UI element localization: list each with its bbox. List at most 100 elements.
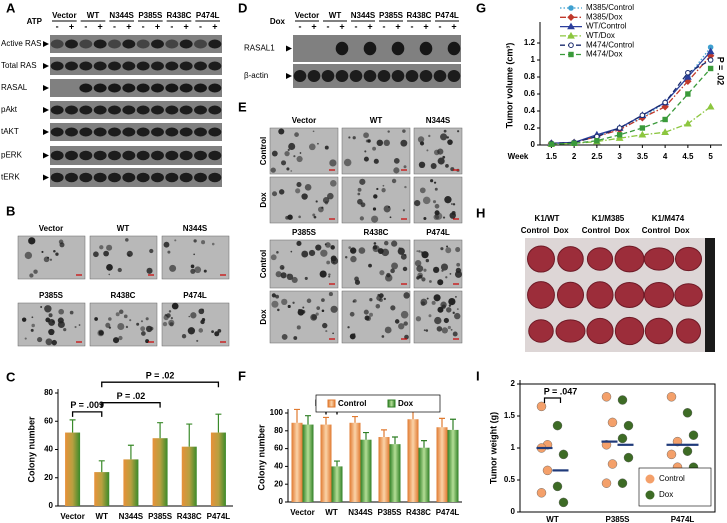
row-arrow — [43, 152, 49, 159]
colony — [434, 316, 442, 325]
bar — [65, 432, 81, 506]
x-tick-label: 2 — [572, 152, 577, 161]
panel-label: I — [476, 368, 480, 383]
colony — [292, 301, 295, 304]
y-tick-label: 0.5 — [504, 475, 516, 484]
colony — [312, 213, 316, 217]
blot-band — [151, 39, 164, 49]
annotation: P = .02 — [716, 57, 726, 86]
colony — [315, 312, 319, 316]
blot-band — [179, 150, 193, 161]
x-tick-label: 3 — [617, 152, 622, 161]
x-tick-label: 1.5 — [546, 152, 558, 161]
blot-band — [122, 127, 136, 137]
colony — [417, 272, 423, 279]
colony — [447, 139, 453, 145]
marker — [661, 128, 669, 135]
colony — [378, 293, 384, 299]
colony — [402, 129, 406, 133]
lane-sign: - — [113, 21, 116, 31]
colony — [452, 331, 458, 337]
lane-sign: - — [327, 21, 330, 31]
colony — [312, 130, 315, 133]
point — [682, 408, 693, 418]
colony — [443, 129, 447, 133]
point — [666, 392, 677, 402]
colony — [379, 270, 385, 276]
colony — [359, 216, 364, 221]
blot-row-label: β-actin — [244, 71, 268, 80]
y-tick-label: 60 — [274, 444, 283, 453]
treatment-label: Dox — [270, 17, 286, 26]
blot-band — [208, 127, 222, 137]
lane-label: WT — [87, 11, 100, 20]
colony — [304, 184, 312, 191]
point — [542, 465, 553, 476]
blot-band — [79, 83, 93, 93]
blot-band — [136, 105, 150, 115]
colony — [420, 298, 428, 306]
series-line — [551, 55, 712, 144]
lane-label: Vector — [52, 11, 76, 20]
colony — [278, 189, 285, 195]
y-tick-label: 20 — [44, 473, 53, 482]
legend-label: Dox — [398, 399, 414, 408]
group-label: K1/WT — [535, 214, 560, 223]
tumor — [614, 316, 645, 346]
colony — [315, 200, 318, 203]
colony — [48, 328, 55, 336]
blot-row-label: pERK — [1, 151, 23, 160]
colony — [450, 328, 453, 331]
blot-band — [391, 70, 405, 82]
photo-label: N344S — [426, 116, 451, 125]
y-tick-label: 0.2 — [524, 123, 536, 132]
row-arrow — [43, 107, 49, 113]
lane-sign: - — [383, 21, 386, 31]
legend-swatch — [387, 399, 396, 408]
colony — [108, 273, 111, 276]
blot-band — [179, 105, 193, 115]
colony — [29, 273, 34, 278]
y-tick-label: 0.6 — [524, 89, 536, 98]
blot-band — [79, 61, 93, 71]
colony — [416, 250, 419, 253]
blot-band — [165, 39, 179, 49]
colony — [59, 242, 65, 248]
blot-band — [335, 41, 349, 56]
blot-band — [165, 105, 179, 115]
lane-sign: - — [56, 21, 59, 31]
colony-photo — [341, 176, 411, 224]
colony — [343, 158, 352, 167]
blot-band — [93, 172, 107, 183]
colony — [287, 304, 291, 309]
lane-label: P474L — [196, 11, 220, 20]
colony — [43, 256, 50, 263]
colony — [149, 248, 154, 254]
colony — [63, 328, 67, 332]
marker — [662, 99, 668, 106]
colony — [386, 272, 391, 278]
y-tick-label: 1 — [511, 443, 516, 452]
lane-sign: - — [84, 21, 87, 31]
blot-band — [165, 83, 179, 93]
colony — [358, 247, 366, 254]
blot-strip — [50, 35, 222, 53]
colony — [320, 249, 328, 257]
colony — [344, 256, 348, 259]
bar — [123, 459, 139, 506]
annotation: P = .047 — [544, 386, 578, 396]
bar — [210, 432, 226, 506]
marker — [684, 72, 692, 80]
colony — [441, 327, 448, 334]
colony — [78, 324, 81, 326]
colony — [430, 162, 437, 169]
colony — [425, 329, 429, 332]
x-tick-label: P385S — [148, 512, 173, 521]
photo-label: WT — [370, 116, 383, 125]
colony — [434, 203, 440, 209]
colony — [400, 139, 408, 147]
marker — [568, 5, 574, 11]
colony — [422, 196, 431, 205]
colony — [74, 325, 77, 329]
